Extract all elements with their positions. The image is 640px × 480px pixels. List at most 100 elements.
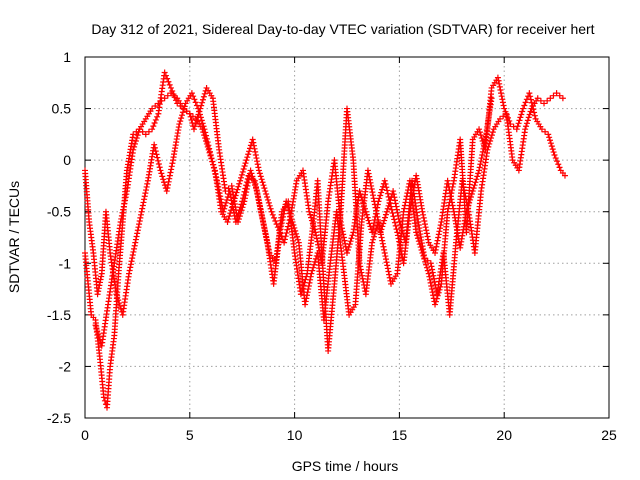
trace-marker xyxy=(144,180,151,187)
trace-marker xyxy=(244,154,251,161)
trace-marker xyxy=(450,180,457,187)
x-tick-label: 0 xyxy=(81,427,89,443)
data-point xyxy=(274,224,281,231)
data-point xyxy=(232,219,239,226)
trace-marker xyxy=(537,97,544,104)
y-tick-label: 0.5 xyxy=(52,101,72,117)
trace-marker xyxy=(307,273,314,280)
trace-marker xyxy=(293,233,300,240)
trace-marker xyxy=(349,232,356,239)
trace-marker xyxy=(242,185,249,192)
trace-marker xyxy=(377,192,384,199)
trace-marker xyxy=(345,244,352,251)
trace-marker xyxy=(179,112,186,119)
trace-marker xyxy=(393,203,400,210)
trace-marker xyxy=(311,226,318,233)
trace-marker xyxy=(386,271,393,278)
data-point xyxy=(100,394,107,401)
trace-marker xyxy=(313,232,320,239)
trace-marker xyxy=(229,204,236,211)
trace-marker xyxy=(448,196,455,203)
data-point xyxy=(362,208,369,215)
trace-marker xyxy=(386,197,393,204)
trace-marker xyxy=(420,214,427,221)
trace-marker xyxy=(394,232,401,239)
y-tick-label: -0.5 xyxy=(47,204,71,220)
x-tick-label: 5 xyxy=(186,427,194,443)
trace-marker xyxy=(256,202,263,209)
trace-marker xyxy=(476,129,483,136)
trace-marker xyxy=(291,224,298,231)
trace-marker xyxy=(432,246,439,253)
trace-marker xyxy=(277,230,284,237)
data-point xyxy=(476,167,483,174)
trace-marker xyxy=(382,211,389,218)
trace-marker xyxy=(435,231,442,238)
trace-marker xyxy=(254,190,261,197)
trace-marker xyxy=(151,120,158,127)
trace-marker xyxy=(421,217,428,224)
trace-marker xyxy=(368,182,375,189)
x-tick-label: 25 xyxy=(601,427,617,443)
trace-marker xyxy=(131,143,138,150)
data-point xyxy=(388,203,395,210)
trace-marker xyxy=(257,205,264,212)
trace-marker xyxy=(132,137,139,144)
trace-marker xyxy=(516,117,523,124)
trace-marker xyxy=(477,161,484,168)
data-point xyxy=(167,90,174,97)
data-point xyxy=(237,177,244,184)
trace-marker xyxy=(395,235,402,242)
trace-marker xyxy=(367,179,374,186)
trace-marker xyxy=(235,210,242,217)
trace-marker xyxy=(132,236,139,243)
data-point xyxy=(149,105,156,112)
trace-marker xyxy=(391,194,398,201)
trace-marker xyxy=(140,199,147,206)
trace-marker xyxy=(524,117,531,124)
trace-marker xyxy=(211,164,218,171)
trace-marker xyxy=(379,237,386,244)
trace-marker xyxy=(269,211,276,218)
trace-marker xyxy=(263,236,270,243)
trace-marker xyxy=(232,192,239,199)
data-point xyxy=(432,301,439,308)
trace-marker xyxy=(474,173,481,180)
trace-marker xyxy=(542,128,549,135)
trace-marker xyxy=(241,188,248,195)
trace-marker xyxy=(283,229,290,236)
trace-marker xyxy=(158,97,165,104)
trace-marker xyxy=(199,120,206,127)
trace-marker xyxy=(235,183,242,190)
trace-marker xyxy=(153,151,160,158)
trace-marker xyxy=(370,233,377,240)
trace-marker xyxy=(373,207,380,214)
trace-marker xyxy=(158,170,165,177)
data-point xyxy=(255,167,262,174)
trace-marker xyxy=(340,234,347,241)
trace-marker xyxy=(284,226,291,233)
x-axis-label: GPS time / hours xyxy=(292,458,399,474)
trace-marker xyxy=(523,123,530,130)
trace-marker xyxy=(118,212,125,219)
trace-marker xyxy=(447,193,454,200)
trace-marker xyxy=(428,263,435,270)
trace-marker xyxy=(522,99,529,106)
trace-marker xyxy=(134,132,141,139)
trace-marker xyxy=(196,108,203,115)
trace-marker xyxy=(430,272,437,279)
trace-marker xyxy=(223,199,230,206)
trace-marker xyxy=(555,161,562,168)
y-tick-label: 0 xyxy=(63,152,71,168)
trace-marker xyxy=(259,217,266,224)
trace-marker xyxy=(478,155,485,162)
trace-marker xyxy=(379,186,386,193)
trace-marker xyxy=(137,211,144,218)
trace-marker xyxy=(256,199,263,206)
trace-marker xyxy=(481,142,488,149)
trace-marker xyxy=(227,194,234,201)
trace-marker xyxy=(238,174,245,181)
trace-marker xyxy=(447,190,454,197)
trace-marker xyxy=(378,189,385,196)
trace-marker xyxy=(391,197,398,204)
